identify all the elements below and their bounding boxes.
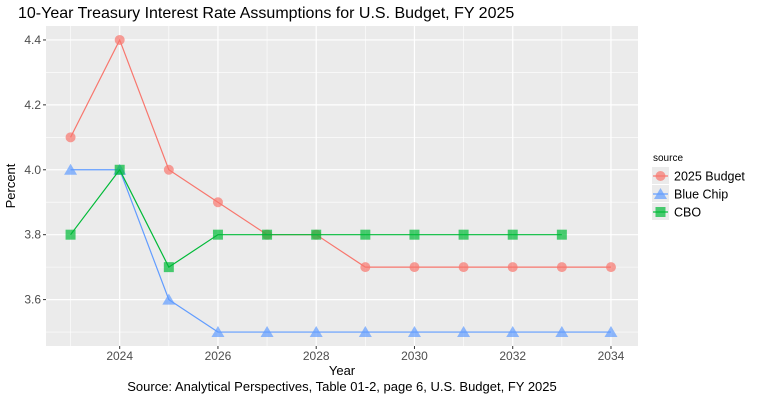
legend-label: Blue Chip bbox=[674, 188, 728, 202]
legend: source 2025 Budget Blue Chip CBO bbox=[652, 153, 745, 220]
data-point bbox=[360, 262, 371, 273]
data-point bbox=[555, 326, 569, 338]
y-axis-title: Percent bbox=[3, 163, 18, 208]
data-point bbox=[311, 229, 322, 240]
chart-title: 10-Year Treasury Interest Rate Assumptio… bbox=[18, 5, 514, 22]
series-line bbox=[70, 169, 611, 333]
data-point bbox=[114, 164, 125, 175]
data-point bbox=[163, 262, 174, 273]
legend-title: source bbox=[653, 153, 683, 164]
data-point bbox=[65, 132, 76, 143]
data-point bbox=[409, 229, 420, 240]
data-point bbox=[212, 229, 223, 240]
data-point bbox=[360, 229, 371, 240]
data-point bbox=[556, 262, 567, 273]
x-tick-label: 2034 bbox=[598, 349, 625, 363]
y-tick-label: 4.0 bbox=[24, 163, 41, 177]
x-tick-label: 2032 bbox=[499, 349, 526, 363]
data-point bbox=[309, 326, 323, 338]
data-point bbox=[507, 262, 518, 273]
y-tick-label: 3.6 bbox=[24, 293, 41, 307]
data-point bbox=[458, 262, 469, 273]
legend-label: 2025 Budget bbox=[674, 170, 745, 184]
data-point bbox=[458, 229, 469, 240]
y-tick-label: 4.4 bbox=[24, 33, 41, 47]
x-axis-title: Year bbox=[329, 363, 356, 378]
data-point bbox=[506, 326, 520, 338]
source-caption: Source: Analytical Perspectives, Table 0… bbox=[127, 379, 557, 394]
legend-key-marker bbox=[654, 188, 667, 199]
series-cbo bbox=[65, 164, 567, 273]
data-point bbox=[409, 262, 420, 273]
x-tick-label: 2026 bbox=[205, 349, 232, 363]
legend-key-marker bbox=[655, 207, 666, 217]
data-point bbox=[262, 229, 273, 240]
data-point bbox=[162, 293, 176, 305]
data-point bbox=[260, 326, 274, 338]
y-tick-label: 3.8 bbox=[24, 228, 41, 242]
series-layer bbox=[64, 34, 618, 338]
plot-panel bbox=[46, 26, 638, 346]
y-tick-label: 4.2 bbox=[24, 98, 41, 112]
data-point bbox=[605, 262, 616, 273]
data-point bbox=[358, 326, 372, 338]
data-point bbox=[507, 229, 518, 240]
data-point bbox=[212, 197, 223, 208]
data-point bbox=[65, 229, 76, 240]
x-tick-label: 2024 bbox=[106, 349, 133, 363]
data-point bbox=[407, 326, 421, 338]
data-point bbox=[457, 326, 471, 338]
data-point bbox=[114, 34, 125, 45]
data-point bbox=[64, 163, 78, 175]
legend-label: CBO bbox=[674, 206, 701, 220]
data-point bbox=[604, 326, 618, 338]
data-point bbox=[211, 326, 225, 338]
axes: 2024 2026 2028 2030 2032 2034 3.6 3.8 4.0 4.2 4.4 bbox=[24, 33, 624, 363]
data-point bbox=[163, 164, 174, 175]
data-point bbox=[556, 229, 567, 240]
legend-key-marker bbox=[655, 171, 666, 181]
x-tick-label: 2030 bbox=[401, 349, 428, 363]
series-line bbox=[70, 38, 611, 268]
x-tick-label: 2028 bbox=[303, 349, 330, 363]
